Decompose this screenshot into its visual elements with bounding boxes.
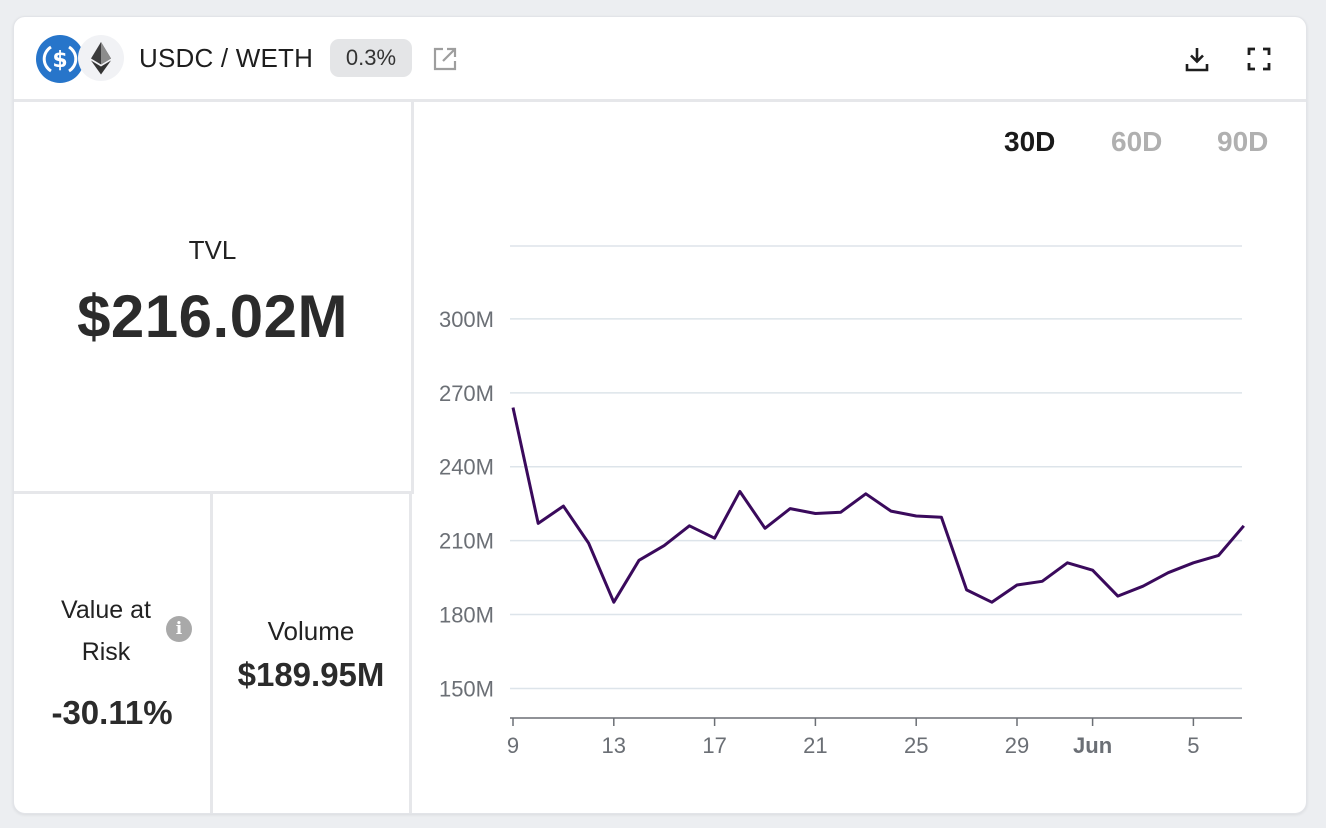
x-tick-label: 17	[702, 733, 726, 758]
volume-panel: Volume $189.95M	[213, 494, 412, 813]
x-tick-label: 13	[602, 733, 626, 758]
fee-tier-badge: 0.3%	[330, 39, 412, 77]
y-tick-label: 240M	[439, 455, 494, 480]
tab-90d[interactable]: 90D	[1217, 126, 1269, 157]
value-at-risk-label: Value at Risk	[61, 596, 151, 666]
tab-60d[interactable]: 60D	[1111, 126, 1163, 157]
x-tick-label: 25	[904, 733, 928, 758]
x-tick-label: Jun	[1073, 733, 1112, 758]
y-tick-label: 210M	[439, 529, 494, 554]
tvl-value: $216.02M	[77, 283, 348, 350]
tvl-panel: TVL $216.02M	[14, 102, 414, 494]
x-tick-label: 21	[803, 733, 827, 758]
y-tick-label: 180M	[439, 603, 494, 628]
pair-title: USDC / WETH	[139, 43, 314, 73]
value-at-risk-panel: Value at Risk i -30.11%	[14, 494, 213, 813]
usdc-icon: $	[36, 35, 84, 83]
token-pair-icons: $	[36, 35, 126, 83]
value-at-risk-value: -30.11%	[51, 694, 173, 731]
pool-card: $ USDC / WETH 0.3% TVL $216.02M	[13, 16, 1307, 814]
card-header: $ USDC / WETH 0.3%	[14, 17, 1306, 102]
tvl-label: TVL	[188, 235, 237, 265]
svg-text:$: $	[52, 48, 67, 73]
y-tick-label: 150M	[439, 676, 494, 701]
y-tick-label: 300M	[439, 307, 494, 332]
x-tick-label: 9	[507, 733, 519, 758]
x-tick-label: 5	[1187, 733, 1199, 758]
volume-label: Volume	[267, 616, 355, 646]
external-link-icon[interactable]	[432, 46, 458, 72]
fullscreen-icon[interactable]	[1247, 47, 1271, 71]
download-icon[interactable]	[1184, 46, 1210, 72]
tab-30d[interactable]: 30D	[1004, 126, 1056, 157]
y-tick-label: 270M	[439, 381, 494, 406]
eth-icon	[78, 35, 124, 81]
info-icon[interactable]: i	[166, 616, 192, 642]
volume-value: $189.95M	[237, 656, 385, 693]
tvl-series-line	[511, 407, 1245, 604]
x-tick-label: 29	[1005, 733, 1029, 758]
